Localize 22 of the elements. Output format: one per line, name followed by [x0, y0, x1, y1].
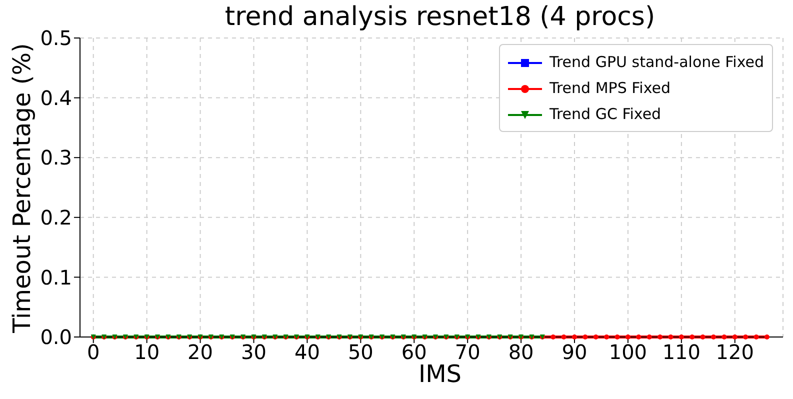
y-tick-label: 0.1 — [40, 265, 72, 290]
legend-label: Trend MPS Fixed — [548, 78, 672, 99]
y-tick-label: 0.0 — [40, 325, 72, 350]
x-tick-label: 10 — [134, 340, 160, 364]
x-tick-label: 40 — [294, 340, 320, 364]
y-axis-title: Timeout Percentage (%) — [8, 43, 36, 333]
x-tick-label: 30 — [241, 340, 266, 364]
x-tick-label: 20 — [188, 340, 214, 364]
legend-label: Trend GC Fixed — [548, 104, 662, 125]
y-tick-label: 0.4 — [40, 86, 72, 110]
x-tick-label: 80 — [508, 340, 534, 364]
legend-label: Trend GPU stand-alone Fixed — [548, 52, 764, 73]
x-tick-label: 110 — [662, 340, 701, 364]
x-tick-label: 90 — [562, 340, 588, 364]
x-tick-label: 0 — [87, 340, 100, 364]
x-tick-label: 100 — [608, 340, 648, 364]
x-tick-label: 50 — [348, 340, 374, 364]
chart-title: trend analysis resnet18 (4 procs) — [224, 2, 656, 32]
y-tick-label: 0.2 — [40, 206, 72, 230]
y-tick-label: 0.5 — [40, 26, 72, 50]
x-tick-label: 120 — [716, 340, 754, 364]
y-tick-label: 0.3 — [40, 146, 72, 170]
